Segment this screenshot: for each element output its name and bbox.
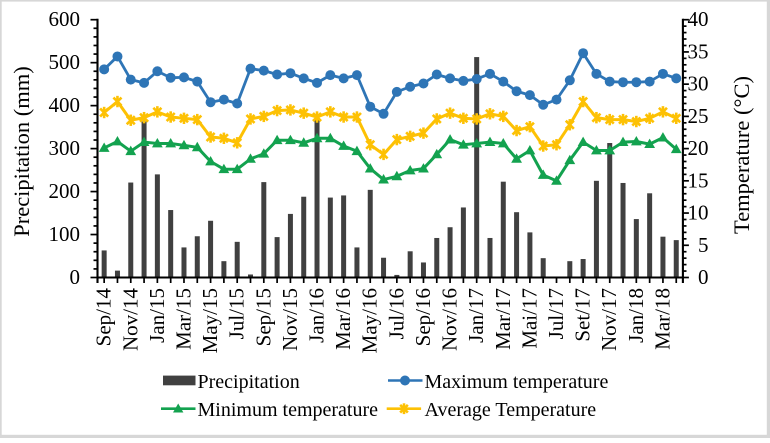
svg-text:Sep/16: Sep/16 [411,288,435,346]
svg-text:Sep/15: Sep/15 [251,288,275,346]
svg-text:Jan/18: Jan/18 [624,288,648,343]
svg-text:Minimum temperature: Minimum temperature [198,399,379,421]
svg-text:Jul/17: Jul/17 [544,288,568,339]
svg-text:400: 400 [49,93,81,117]
svg-text:Jan/16: Jan/16 [305,288,329,343]
svg-text:May/16: May/16 [358,288,382,353]
svg-text:Jul/16: Jul/16 [384,288,408,339]
svg-text:300: 300 [49,136,81,160]
svg-text:35: 35 [688,39,709,63]
svg-text:Nov/14: Nov/14 [118,288,142,352]
svg-text:200: 200 [49,179,81,203]
svg-text:10: 10 [688,201,709,225]
svg-text:May/15: May/15 [198,288,222,353]
svg-text:Set/17: Set/17 [571,288,595,342]
svg-text:Nov/17: Nov/17 [597,288,621,351]
svg-text:Sep/14: Sep/14 [92,288,116,347]
svg-text:0: 0 [698,265,709,289]
svg-text:40: 40 [688,7,709,31]
svg-text:15: 15 [688,168,709,192]
svg-text:Average Temperature: Average Temperature [425,399,597,421]
svg-text:Maximum temperature: Maximum temperature [425,371,609,393]
svg-text:Precipitation (mm): Precipitation (mm) [9,66,34,237]
svg-text:Nov/15: Nov/15 [278,288,302,351]
svg-text:Mai/17: Mai/17 [517,288,541,349]
svg-text:Nov/16: Nov/16 [438,288,462,351]
svg-text:600: 600 [49,7,81,31]
svg-text:Mar/16: Mar/16 [331,288,355,350]
svg-text:Mar/17: Mar/17 [491,288,515,350]
svg-text:500: 500 [49,50,81,74]
svg-text:Precipitation: Precipitation [198,371,300,393]
svg-text:0: 0 [70,265,81,289]
svg-text:5: 5 [698,233,709,257]
svg-text:30: 30 [688,72,709,96]
svg-text:Mar/18: Mar/18 [650,288,674,350]
svg-text:Jan/15: Jan/15 [145,288,169,343]
svg-text:20: 20 [688,136,709,160]
svg-text:Jan/17: Jan/17 [464,288,488,343]
svg-text:25: 25 [688,104,709,128]
svg-text:Temperature (°C): Temperature (°C) [729,76,754,234]
svg-text:Jul/15: Jul/15 [225,288,249,339]
svg-text:Mar/15: Mar/15 [171,288,195,350]
svg-text:100: 100 [49,222,81,246]
